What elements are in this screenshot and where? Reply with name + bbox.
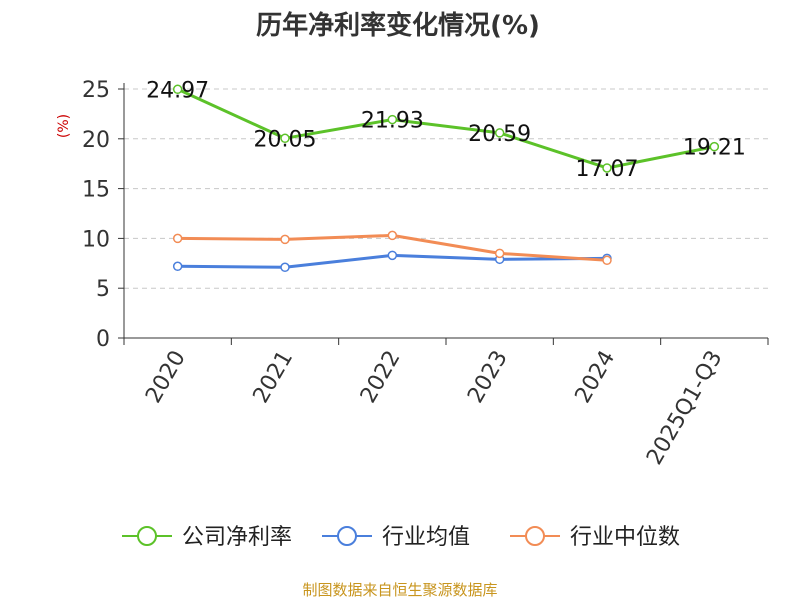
- data-point: [280, 133, 290, 144]
- legend-label: 公司净利率: [182, 525, 292, 550]
- series-line-0: [177, 87, 715, 170]
- series-lines: [172, 84, 720, 273]
- legend-item-2[interactable]: 行业中位数: [510, 525, 680, 550]
- x-tick-label: 2020: [141, 347, 191, 408]
- data-point: [387, 250, 398, 261]
- legend-label: 行业均值: [382, 525, 470, 550]
- legend-marker: [137, 526, 157, 546]
- x-tick-label: 2024: [571, 347, 621, 408]
- legend-marker: [337, 526, 357, 546]
- y-tick-label: 0: [96, 327, 110, 352]
- legend[interactable]: 公司净利率 行业均值 行业中位数: [122, 525, 680, 550]
- y-tick-label: 25: [82, 78, 110, 103]
- legend-item-1[interactable]: 行业均值: [322, 525, 470, 550]
- data-label: 20.05: [254, 127, 317, 152]
- x-tick-label: 2025Q1-Q3: [642, 347, 727, 470]
- y-axis-label: (%): [56, 114, 72, 138]
- legend-item-0[interactable]: 公司净利率: [122, 525, 292, 550]
- data-label: 17.07: [576, 157, 639, 182]
- data-label: 24.97: [146, 78, 209, 103]
- data-point: [172, 233, 183, 244]
- data-point: [280, 234, 290, 245]
- source-note: 制图数据来自恒生聚源数据库: [302, 581, 497, 599]
- data-label: 21.93: [361, 109, 424, 134]
- axes: 0 5 10 15 20 25 2020 2021 2022 2023 2024 2025Q1-Q3: [82, 78, 769, 470]
- legend-marker: [525, 526, 545, 546]
- data-point: [387, 114, 398, 125]
- chart-title: 历年净利率变化情况(%): [256, 10, 540, 41]
- data-labels: 24.97 20.05 21.93 20.59 17.07 19.21: [146, 78, 746, 182]
- data-point: [172, 84, 183, 95]
- data-label: 20.59: [468, 122, 531, 147]
- data-point: [172, 261, 183, 272]
- data-point: [602, 163, 612, 173]
- x-tick-label: 2021: [249, 347, 299, 408]
- x-tick-label: 2023: [463, 346, 513, 407]
- y-tick-label: 20: [82, 128, 110, 153]
- x-tick-label: 2022: [356, 347, 406, 408]
- data-point: [494, 128, 505, 138]
- data-point: [602, 255, 612, 266]
- legend-label: 行业中位数: [570, 525, 680, 550]
- y-tick-label: 10: [82, 227, 110, 252]
- data-point: [494, 248, 505, 259]
- data-point: [709, 141, 720, 152]
- y-tick-label: 15: [82, 178, 110, 203]
- data-point: [280, 262, 290, 273]
- y-tick-label: 5: [96, 277, 110, 302]
- data-point: [387, 230, 398, 241]
- data-label: 19.21: [683, 136, 746, 161]
